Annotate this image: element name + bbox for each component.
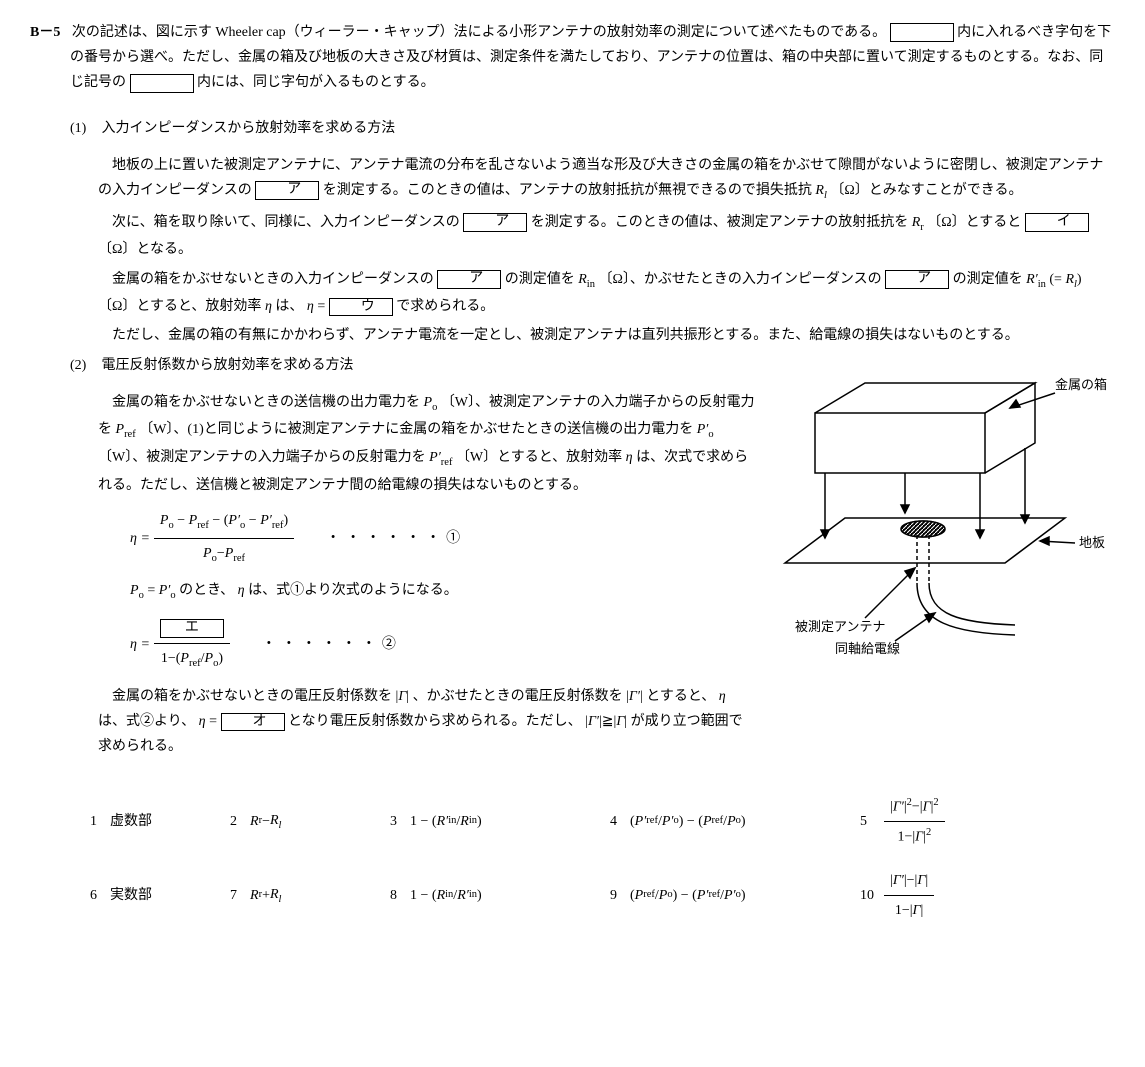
blank-a-1: ア bbox=[255, 181, 319, 200]
question-intro: B－5 次の記述は、図に示す Wheeler cap（ウィーラー・キャップ）法に… bbox=[70, 20, 1115, 96]
section-2-num: (2) bbox=[70, 353, 98, 378]
section-1-header: (1) 入力インピーダンスから放射効率を求める方法 bbox=[70, 116, 1115, 141]
choice-6: 6実数部 bbox=[90, 883, 230, 908]
para-5: 金属の箱をかぶせないときの送信機の出力電力を Po 〔W〕、被測定アンテナの入力… bbox=[98, 390, 755, 498]
choice-8: 81 − (Rin/R′in) bbox=[390, 883, 610, 908]
fig-label-box: 金属の箱 bbox=[1055, 377, 1107, 392]
choice-3: 31 − (R′in/Rin) bbox=[390, 809, 610, 834]
equation-1: η = Po − Pref − (P′o − P′ref) Po−Pref ・・… bbox=[130, 508, 755, 568]
blank-a-2: ア bbox=[463, 213, 527, 232]
section-1-num: (1) bbox=[70, 116, 98, 141]
fig-label-ground: 地板 bbox=[1079, 535, 1105, 550]
equation-2: η = エ 1−(Pref/Po) ・・・・・・② bbox=[130, 616, 755, 674]
po-equals: Po = P′o のとき、 η は、式①より次式のようになる。 bbox=[130, 578, 755, 606]
figure: 金属の箱 地板 被測定アンテナ 同軸給電線 bbox=[755, 353, 1115, 673]
blank-a-3: ア bbox=[437, 270, 501, 289]
question-number: B－5 bbox=[30, 25, 60, 40]
intro-text-1: 次の記述は、図に示す Wheeler cap（ウィーラー・キャップ）法による小形… bbox=[72, 25, 886, 40]
answer-choices: 1虚数部 2Rr − Rl 31 − (R′in/Rin) 4(P′ref/P′… bbox=[90, 794, 1115, 924]
para-3: 金属の箱をかぶせないときの入力インピーダンスの ア の測定値を Rin 〔Ω〕、… bbox=[98, 267, 1115, 320]
para-1: 地板の上に置いた被測定アンテナに、アンテナ電流の分布を乱さないよう適当な形及び大… bbox=[98, 153, 1115, 206]
para-4: ただし、金属の箱の有無にかかわらず、アンテナ電流を一定とし、被測定アンテナは直列… bbox=[98, 323, 1115, 348]
wheeler-cap-diagram: 金属の箱 地板 被測定アンテナ 同軸給電線 bbox=[755, 353, 1115, 673]
fig-label-antenna: 被測定アンテナ bbox=[795, 619, 885, 634]
blank-o: オ bbox=[221, 713, 285, 732]
blank-i: イ bbox=[1025, 213, 1089, 232]
choice-5: 5 |Γ′|2−|Γ|21−|Γ|2 bbox=[860, 794, 949, 851]
blank-generic-1 bbox=[890, 23, 954, 42]
section-2-title: 電圧反射係数から放射効率を求める方法 bbox=[102, 358, 354, 373]
blank-u: ウ bbox=[329, 298, 393, 317]
choice-10: 10 |Γ′|−|Γ|1−|Γ| bbox=[860, 868, 938, 923]
choice-2: 2Rr − Rl bbox=[230, 808, 390, 836]
intro-text-2b: 内には、同じ字句が入るものとする。 bbox=[197, 75, 435, 90]
blank-a-4: ア bbox=[885, 270, 949, 289]
para-6: 金属の箱をかぶせないときの電圧反射係数を |Γ| 、かぶせたときの電圧反射係数を… bbox=[98, 684, 755, 760]
section-1-title: 入力インピーダンスから放射効率を求める方法 bbox=[102, 121, 396, 136]
blank-generic-2 bbox=[130, 74, 194, 93]
fig-label-coax: 同軸給電線 bbox=[835, 641, 900, 656]
para-2: 次に、箱を取り除いて、同様に、入力インピーダンスの ア を測定する。このときの値… bbox=[98, 210, 1115, 263]
section-2-header: (2) 電圧反射係数から放射効率を求める方法 bbox=[70, 353, 755, 378]
choice-1: 1虚数部 bbox=[90, 809, 230, 834]
choice-4: 4(P′ref/P′o) − (Pref/Po) bbox=[610, 809, 860, 834]
blank-e: エ bbox=[160, 619, 224, 638]
choice-9: 9(Pref/Po) − (P′ref/P′o) bbox=[610, 883, 860, 908]
choice-7: 7Rr + Rl bbox=[230, 882, 390, 910]
